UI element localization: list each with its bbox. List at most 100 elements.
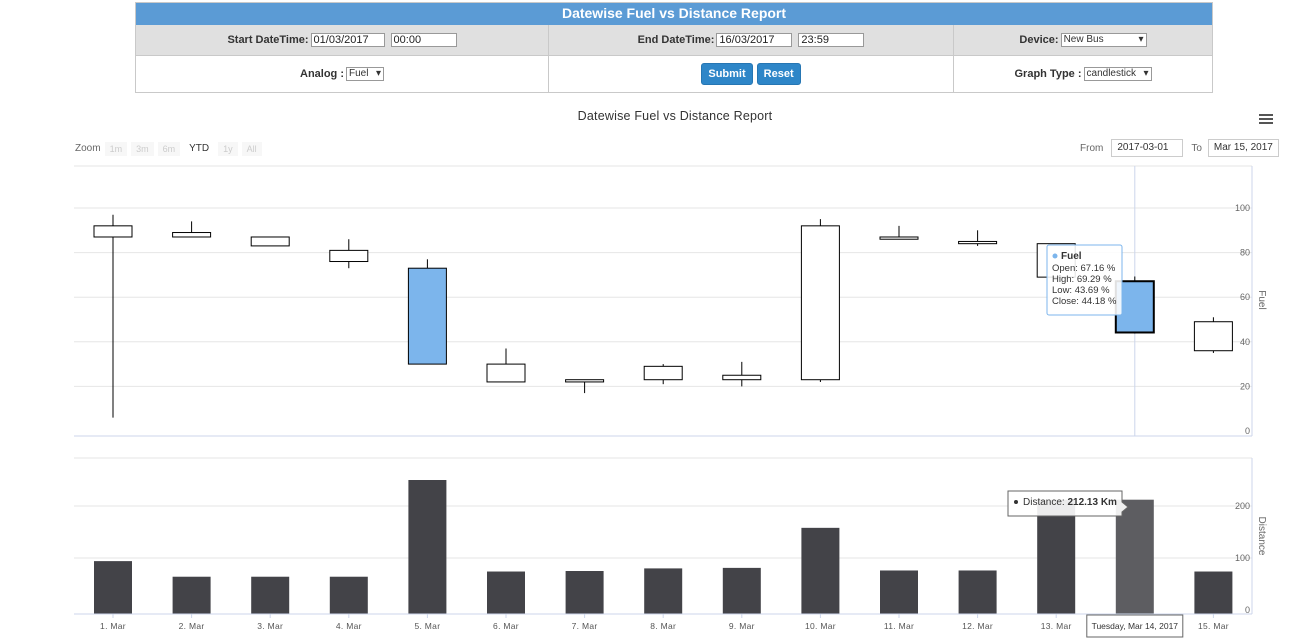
x-tick-label: 15. Mar bbox=[1198, 621, 1229, 631]
x-tick-label: 6. Mar bbox=[493, 621, 519, 631]
fuel-tick-label: 80 bbox=[1240, 248, 1250, 258]
x-tick-label: 7. Mar bbox=[572, 621, 598, 631]
zoom-label: Zoom bbox=[75, 143, 101, 154]
distance-axis-title: Distance bbox=[1256, 517, 1267, 556]
to-label: To bbox=[1191, 142, 1202, 154]
actions-cell: Submit Reset bbox=[549, 56, 954, 92]
graph-type-label: Graph Type : bbox=[1014, 68, 1082, 80]
candle-body bbox=[958, 240, 998, 245]
fuel-tick-label: 100 bbox=[1235, 203, 1250, 213]
distance-tooltip-text: Distance: 212.13 Km bbox=[1023, 497, 1117, 508]
candle-body bbox=[1114, 280, 1155, 334]
zoom-1m-button[interactable]: 1m bbox=[104, 141, 128, 156]
dropdown-arrow-icon: ▾ bbox=[375, 68, 381, 79]
from-label: From bbox=[1080, 142, 1104, 154]
x-tick-label: 10. Mar bbox=[805, 621, 836, 631]
graph-type-cell: Graph Type : candlestick ▾ bbox=[954, 56, 1212, 92]
candle-body bbox=[329, 249, 369, 263]
distance-bar bbox=[1037, 499, 1076, 614]
distance-bar bbox=[329, 576, 368, 614]
analog-select-value: Fuel bbox=[349, 68, 369, 79]
graph-type-select-value: candlestick bbox=[1086, 68, 1136, 79]
x-tick-label: 4. Mar bbox=[336, 621, 362, 631]
candle-body bbox=[800, 225, 840, 381]
distance-tick-label: 200 bbox=[1235, 501, 1250, 511]
distance-bar bbox=[172, 576, 211, 614]
analog-cell: Analog : Fuel ▾ bbox=[136, 56, 549, 92]
start-datetime-label: Start DateTime: bbox=[227, 34, 309, 46]
distance-bar bbox=[880, 570, 918, 614]
dropdown-arrow-icon: ▾ bbox=[1143, 68, 1149, 79]
fuel-axis-title: Fuel bbox=[1256, 290, 1267, 309]
distance-bar bbox=[487, 571, 525, 614]
x-tick-label: 8. Mar bbox=[650, 621, 676, 631]
zoom-all-button[interactable]: All bbox=[241, 141, 262, 156]
zoom-controls: Zoom 1m 3m 6m YTD 1y All bbox=[75, 141, 262, 156]
end-datetime-label: End DateTime: bbox=[637, 34, 715, 46]
fuel-tooltip-box bbox=[1046, 244, 1123, 316]
end-date-input[interactable]: 16/03/2017 bbox=[716, 33, 793, 47]
crosshair-label: Tuesday, Mar 14, 2017 bbox=[1092, 621, 1179, 631]
device-label: Device: bbox=[1019, 34, 1059, 46]
distance-bar bbox=[408, 480, 447, 614]
chart-title: Datewise Fuel vs Distance Report bbox=[577, 109, 773, 123]
x-tick-label: 3. Mar bbox=[257, 621, 283, 631]
distance-bar bbox=[722, 567, 761, 614]
hamburger-menu-icon[interactable] bbox=[1259, 114, 1273, 126]
distance-bar bbox=[644, 568, 683, 614]
x-tick-label: 1. Mar bbox=[100, 621, 126, 631]
start-datetime-cell: Start DateTime: 01/03/2017 00:00 bbox=[136, 25, 549, 55]
x-tick-label: 2. Mar bbox=[179, 621, 205, 631]
from-date-input[interactable]: 2017-03-01 bbox=[1111, 139, 1184, 157]
fuel-tooltip-line: High: 69.29 % bbox=[1052, 274, 1112, 285]
start-date-input[interactable]: 01/03/2017 bbox=[310, 33, 385, 47]
distance-tooltip-box bbox=[1007, 490, 1129, 517]
start-time-input[interactable]: 00:00 bbox=[390, 33, 457, 47]
candle-body bbox=[722, 374, 762, 381]
fuel-tick-label: 40 bbox=[1240, 337, 1250, 347]
fuel-tooltip-marker bbox=[1052, 253, 1058, 259]
candle-body bbox=[93, 225, 133, 238]
reset-button[interactable]: Reset bbox=[756, 63, 801, 85]
distance-bar bbox=[251, 576, 290, 614]
report-title: Datewise Fuel vs Distance Report bbox=[136, 3, 1212, 25]
distance-bar bbox=[801, 527, 840, 614]
dropdown-arrow-icon: ▾ bbox=[1138, 34, 1144, 45]
x-tick-label: 13. Mar bbox=[1041, 621, 1072, 631]
candle-body bbox=[565, 379, 605, 383]
fuel-tooltip-line: Open: 67.16 % bbox=[1052, 263, 1116, 274]
distance-bar bbox=[94, 561, 132, 614]
fuel-tick-label: 0 bbox=[1245, 426, 1250, 436]
to-date-input[interactable]: Mar 15, 2017 bbox=[1207, 139, 1279, 157]
distance-bar bbox=[1194, 571, 1233, 614]
zoom-6m-button[interactable]: 6m bbox=[157, 141, 181, 156]
candle-body bbox=[643, 365, 683, 381]
zoom-ytd-button[interactable]: YTD bbox=[184, 141, 215, 156]
analog-label: Analog : bbox=[300, 68, 344, 80]
zoom-3m-button[interactable]: 3m bbox=[131, 141, 154, 156]
report-form: Datewise Fuel vs Distance Report Start D… bbox=[135, 2, 1213, 93]
candle-body bbox=[486, 363, 526, 383]
candle-body bbox=[1036, 243, 1076, 278]
fuel-tick-label: 60 bbox=[1240, 292, 1250, 302]
zoom-1y-button[interactable]: 1y bbox=[218, 141, 238, 156]
crosshair-label-box bbox=[1086, 614, 1184, 638]
candle-body bbox=[407, 267, 447, 365]
x-tick-label: 11. Mar bbox=[884, 621, 914, 631]
submit-button[interactable]: Submit bbox=[701, 63, 753, 85]
x-tick-label: 12. Mar bbox=[962, 621, 993, 631]
device-select-value: New Bus bbox=[1063, 34, 1104, 45]
end-datetime-cell: End DateTime: 16/03/2017 23:59 bbox=[549, 25, 954, 55]
distance-bar bbox=[565, 571, 604, 614]
range-selector: From 2017-03-01 To Mar 15, 2017 bbox=[1080, 139, 1279, 157]
candle-body bbox=[250, 236, 290, 247]
distance-tooltip-marker bbox=[1014, 500, 1018, 504]
graph-type-select[interactable]: candlestick ▾ bbox=[1083, 67, 1152, 81]
x-tick-label: 9. Mar bbox=[729, 621, 755, 631]
device-select[interactable]: New Bus ▾ bbox=[1060, 33, 1147, 47]
analog-select[interactable]: Fuel ▾ bbox=[346, 67, 384, 81]
end-time-input[interactable]: 23:59 bbox=[798, 33, 865, 47]
fuel-tooltip-line: Low: 43.69 % bbox=[1052, 285, 1110, 296]
fuel-tick-label: 20 bbox=[1240, 381, 1250, 391]
